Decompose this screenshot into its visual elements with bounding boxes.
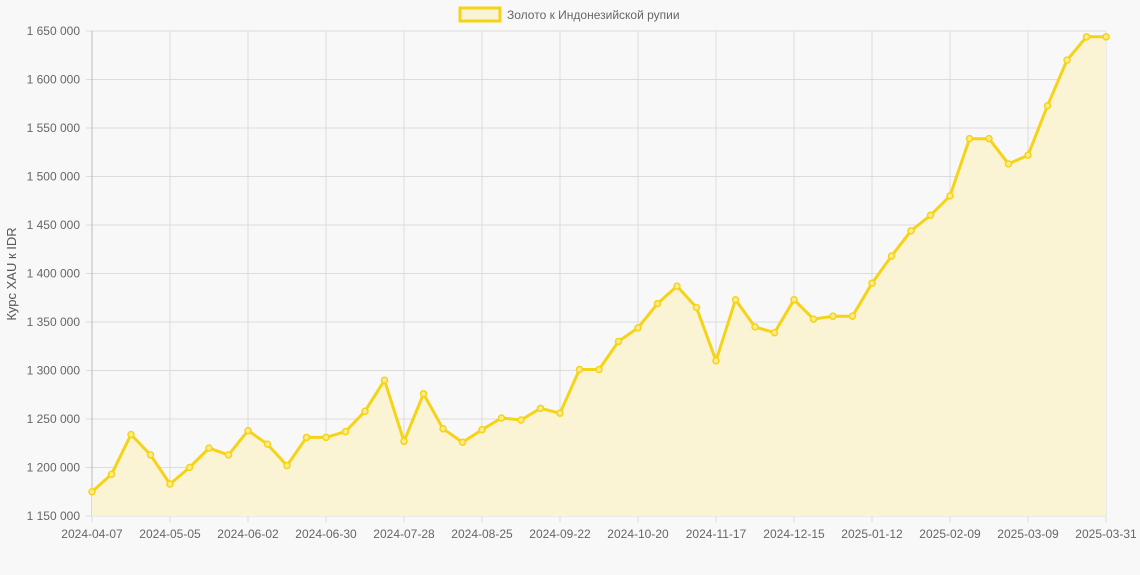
data-point[interactable] bbox=[595, 365, 603, 374]
y-tick-label: 1 400 000 bbox=[27, 267, 81, 281]
data-point[interactable] bbox=[653, 299, 662, 308]
y-tick-label: 1 150 000 bbox=[27, 509, 81, 523]
x-tick-label: 2025-01-12 bbox=[841, 527, 903, 541]
data-point[interactable] bbox=[536, 404, 545, 413]
data-point[interactable] bbox=[1043, 101, 1052, 110]
legend-label: Золото к Индонезийской рупии bbox=[507, 8, 680, 22]
data-point[interactable] bbox=[985, 134, 993, 143]
x-tick-label: 2025-02-09 bbox=[919, 527, 981, 541]
data-point[interactable] bbox=[517, 416, 525, 424]
x-tick-label: 2024-12-15 bbox=[763, 527, 825, 541]
data-point[interactable] bbox=[673, 282, 681, 290]
data-point[interactable] bbox=[205, 444, 213, 452]
data-point[interactable] bbox=[322, 433, 330, 442]
data-point[interactable] bbox=[361, 407, 369, 415]
x-tick-label: 2024-08-25 bbox=[451, 527, 513, 541]
y-tick-label: 1 350 000 bbox=[27, 315, 81, 329]
y-tick-label: 1 450 000 bbox=[27, 218, 81, 232]
data-point[interactable] bbox=[809, 315, 818, 323]
x-axis: 2024-04-07 2024-05-05 2024-06-02 2024-06-30… bbox=[61, 527, 1137, 541]
data-point[interactable] bbox=[107, 470, 116, 479]
x-tick-label: 2024-10-20 bbox=[607, 527, 669, 541]
data-point[interactable] bbox=[458, 438, 467, 447]
data-point[interactable] bbox=[341, 427, 350, 436]
data-point[interactable] bbox=[497, 414, 506, 422]
data-point[interactable] bbox=[556, 409, 564, 417]
data-point[interactable] bbox=[731, 295, 740, 304]
y-tick-label: 1 200 000 bbox=[27, 461, 81, 475]
data-point[interactable] bbox=[283, 461, 291, 470]
data-point[interactable] bbox=[1082, 33, 1091, 41]
y-tick-label: 1 500 000 bbox=[27, 170, 81, 184]
data-point[interactable] bbox=[1024, 151, 1032, 159]
data-points[interactable] bbox=[88, 33, 1110, 496]
data-point[interactable] bbox=[127, 430, 135, 439]
data-point[interactable] bbox=[926, 211, 935, 220]
y-tick-label: 1 300 000 bbox=[27, 364, 81, 378]
x-tick-label: 2025-03-09 bbox=[997, 527, 1059, 541]
data-point[interactable] bbox=[946, 192, 954, 200]
data-point[interactable] bbox=[614, 337, 623, 346]
data-point[interactable] bbox=[848, 312, 857, 320]
data-point[interactable] bbox=[634, 324, 642, 332]
data-point[interactable] bbox=[478, 425, 486, 434]
data-point[interactable] bbox=[887, 252, 896, 260]
data-point[interactable] bbox=[1004, 160, 1013, 168]
data-point[interactable] bbox=[965, 134, 974, 143]
x-tick-label: 2024-09-22 bbox=[529, 527, 591, 541]
data-point[interactable] bbox=[692, 303, 701, 312]
data-point[interactable] bbox=[868, 279, 876, 287]
data-point[interactable] bbox=[790, 295, 798, 304]
data-point[interactable] bbox=[263, 440, 272, 448]
x-tick-label: 2024-07-28 bbox=[373, 527, 435, 541]
data-point[interactable] bbox=[146, 451, 155, 459]
y-tick-label: 1 550 000 bbox=[27, 121, 81, 135]
data-point[interactable] bbox=[419, 390, 428, 398]
legend-swatch bbox=[458, 6, 502, 23]
area-fill bbox=[92, 36, 1106, 517]
data-point[interactable] bbox=[1063, 56, 1071, 64]
y-tick-label: 1 600 000 bbox=[27, 73, 81, 87]
data-point[interactable] bbox=[166, 480, 174, 488]
x-tick-label: 2024-05-05 bbox=[139, 527, 201, 541]
y-tick-label: 1 650 000 bbox=[27, 24, 81, 38]
data-point[interactable] bbox=[575, 365, 584, 374]
data-point[interactable] bbox=[185, 463, 194, 472]
y-axis-title: Курс XAU к IDR bbox=[4, 227, 19, 320]
x-tick-label: 2024-06-02 bbox=[217, 527, 279, 541]
data-point[interactable] bbox=[400, 437, 408, 446]
y-tick-label: 1 250 000 bbox=[27, 412, 81, 426]
x-tick-label: 2024-04-07 bbox=[61, 527, 123, 541]
data-point[interactable] bbox=[244, 426, 252, 435]
data-point[interactable] bbox=[439, 424, 447, 433]
data-point[interactable] bbox=[829, 312, 837, 320]
data-point[interactable] bbox=[770, 328, 779, 337]
data-point[interactable] bbox=[224, 451, 233, 459]
x-tick-label: 2025-03-31 bbox=[1075, 527, 1137, 541]
data-point[interactable] bbox=[302, 433, 311, 442]
data-point[interactable] bbox=[380, 376, 389, 384]
data-point[interactable] bbox=[751, 323, 759, 331]
x-tick-label: 2024-06-30 bbox=[295, 527, 357, 541]
y-axis: 1 150 000 1 200 000 1 250 000 1 300 000 1 35… bbox=[27, 24, 81, 523]
data-point[interactable] bbox=[712, 357, 720, 365]
x-tick-label: 2024-11-17 bbox=[686, 527, 747, 541]
data-point[interactable] bbox=[88, 488, 96, 496]
legend[interactable]: Золото к Индонезийской рупии bbox=[458, 6, 680, 23]
data-point[interactable] bbox=[1102, 33, 1110, 41]
data-point[interactable] bbox=[907, 227, 915, 235]
